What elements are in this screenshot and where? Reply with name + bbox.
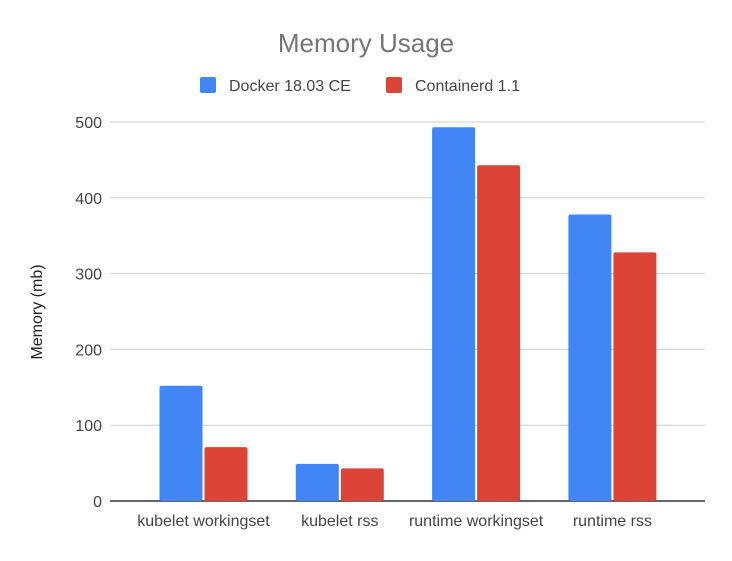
legend-label: Containerd 1.1 (415, 78, 520, 95)
bar-containerd-1 (340, 468, 384, 501)
y-tick-label: 100 (75, 418, 102, 435)
legend-swatch (200, 77, 216, 93)
y-tick-label: 400 (75, 191, 102, 208)
y-tick-label: 500 (75, 115, 102, 132)
bar-containerd-2 (477, 165, 521, 501)
bar-containerd-0 (204, 447, 248, 501)
bars (159, 127, 657, 501)
x-tick-label: runtime rss (573, 513, 652, 530)
x-tick-label: kubelet workingset (137, 513, 270, 530)
bar-docker-3 (568, 214, 612, 501)
legend: Docker 18.03 CE Containerd 1.1 (200, 77, 520, 95)
x-tick-label: runtime workingset (409, 513, 544, 530)
y-tick-label: 200 (75, 342, 102, 359)
chart-title: Memory Usage (278, 28, 454, 58)
y-tick-label: 0 (93, 494, 102, 511)
legend-swatch (386, 77, 402, 93)
legend-label: Docker 18.03 CE (229, 78, 351, 95)
bar-docker-0 (159, 385, 203, 501)
x-axis-labels: kubelet workingset kubelet rss runtime wor… (137, 513, 652, 530)
bar-containerd-3 (613, 252, 657, 501)
y-axis-label: Memory (mb) (29, 264, 46, 359)
y-tick-label: 300 (75, 267, 102, 284)
bar-docker-1 (295, 463, 339, 501)
x-tick-label: kubelet rss (301, 513, 378, 530)
bar-docker-2 (432, 127, 476, 501)
